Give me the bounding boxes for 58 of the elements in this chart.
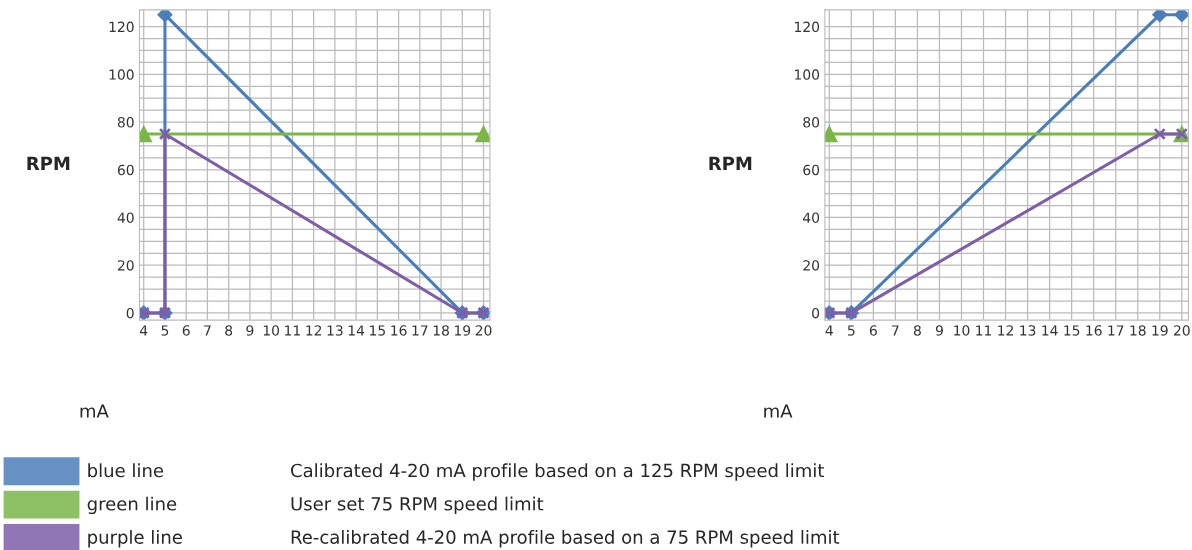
x-tick-label: 13: [1020, 325, 1036, 336]
x-tick-label: 14: [1042, 325, 1058, 336]
x-axis-title: mA: [80, 404, 109, 418]
legend-label: blue line: [88, 463, 164, 478]
legend-label: purple line: [88, 529, 182, 548]
x-tick-label: 9: [246, 325, 254, 336]
y-tick-label: 60: [117, 164, 134, 176]
x-tick-label: 8: [913, 325, 921, 336]
x-tick-label: 7: [892, 325, 899, 336]
x-tick-label: 8: [225, 325, 233, 336]
x-tick-label: 12: [998, 325, 1013, 336]
x-tick-label: 13: [327, 325, 343, 336]
x-tick-label: 20: [475, 325, 492, 336]
y-tick-label: 20: [117, 260, 134, 271]
x-tick-label: 17: [1108, 325, 1124, 336]
x-tick-label: 16: [1086, 325, 1102, 336]
x-tick-label: 15: [1064, 325, 1080, 336]
text: Re-calibrated 4-20 mA profile based on a 75 RPM speed limit: [291, 529, 840, 548]
x-tick-label: 16: [391, 325, 407, 336]
y-tick-label: 120: [795, 21, 820, 33]
y-tick-label: 80: [803, 117, 820, 128]
y-tick-label: 40: [803, 212, 820, 223]
x-tick-label: 9: [935, 325, 943, 336]
x-tick-label: 11: [976, 325, 992, 336]
x-tick-label: 10: [954, 325, 970, 336]
x-axis-title: mA: [764, 404, 793, 418]
x-tick-label: 18: [1130, 325, 1146, 336]
x-tick-label: 12: [306, 325, 322, 336]
y-tick-label: 20: [803, 260, 820, 271]
legend-label: green line: [87, 496, 177, 515]
x-tick-label: 11: [285, 325, 300, 336]
x-tick-label: 19: [454, 325, 471, 336]
x-tick-label: 6: [869, 325, 877, 336]
y-tick-label: 0: [126, 307, 134, 319]
y-axis-title: RPM: [709, 156, 752, 170]
y-axis-title: RPM: [27, 156, 70, 170]
y-tick-label: 100: [109, 69, 134, 80]
x-tick-label: 10: [263, 325, 280, 336]
text: User set 75 RPM speed limit: [291, 496, 544, 515]
y-tick-label: 120: [109, 21, 134, 33]
y-tick-label: 0: [812, 307, 820, 319]
x-tick-label: 20: [1173, 325, 1190, 336]
x-tick-label: 19: [1152, 325, 1168, 336]
x-tick-label: 5: [847, 325, 855, 336]
x-tick-label: 4: [825, 325, 833, 336]
x-tick-label: 15: [370, 325, 385, 336]
x-tick-label: 17: [412, 325, 428, 336]
x-tick-label: 5: [161, 325, 169, 336]
x-tick-label: 6: [182, 325, 190, 336]
x-tick-label: 7: [204, 325, 211, 336]
x-tick-label: 4: [139, 325, 148, 336]
y-tick-label: 80: [117, 117, 134, 128]
text: Calibrated 4-20 mA profile based on a 125 RPM speed limit: [291, 463, 824, 481]
x-tick-label: 14: [348, 325, 365, 336]
y-tick-label: 60: [803, 164, 820, 176]
y-tick-label: 40: [117, 212, 134, 223]
x-tick-label: 18: [433, 325, 449, 336]
y-tick-label: 100: [795, 69, 820, 80]
